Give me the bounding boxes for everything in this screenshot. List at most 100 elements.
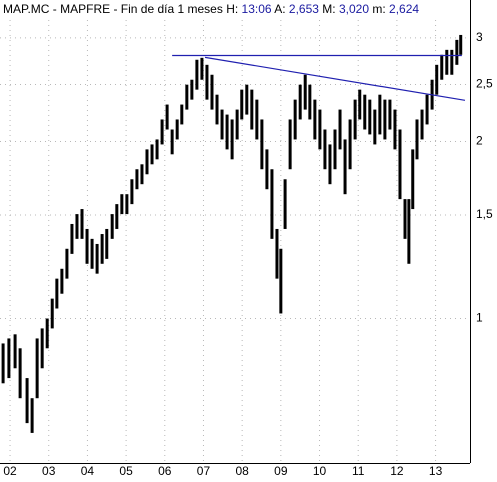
- price-bar: [358, 89, 362, 120]
- price-bar: [25, 378, 29, 424]
- price-bar: [225, 114, 229, 150]
- price-bar: [175, 119, 179, 140]
- price-bar: [318, 109, 322, 150]
- price-bar: [265, 149, 269, 190]
- price-bar: [459, 34, 463, 55]
- field-value: 2,653: [289, 2, 319, 16]
- price-bar: [65, 248, 69, 279]
- price-bar: [40, 328, 44, 369]
- price-bar: [95, 243, 99, 274]
- y-tick-label: 1,5: [476, 207, 493, 221]
- price-bar: [398, 129, 402, 200]
- x-tick-label: 11: [352, 464, 365, 478]
- price-bar: [115, 204, 119, 229]
- price-bar: [125, 194, 129, 215]
- field-label: H:: [226, 2, 238, 16]
- y-tick-label: 1: [476, 311, 483, 325]
- price-bar: [105, 228, 109, 259]
- price-bar: [343, 139, 347, 195]
- price-bar: [170, 129, 174, 155]
- price-bar: [245, 84, 249, 115]
- price-bar: [378, 94, 382, 135]
- header-bg: [0, 0, 470, 20]
- price-bar: [180, 104, 184, 125]
- price-bar: [445, 49, 449, 75]
- price-bar: [195, 59, 199, 90]
- price-bar: [338, 109, 342, 150]
- price-bar: [210, 74, 214, 110]
- x-tick-label: 06: [158, 464, 172, 478]
- x-tick-label: 07: [197, 464, 211, 478]
- price-bar: [298, 84, 302, 120]
- price-bar: [190, 79, 194, 100]
- header: MAP.MC - MAPFRE - Fin de día 1 meses H: …: [3, 2, 419, 16]
- price-bar: [90, 238, 94, 269]
- price-bar: [7, 338, 11, 379]
- price-bar: [388, 99, 392, 130]
- price-bar: [420, 109, 424, 140]
- price-bar: [308, 84, 312, 120]
- price-bar: [130, 179, 134, 205]
- price-bar: [260, 119, 264, 170]
- x-tick-label: 04: [81, 464, 95, 478]
- price-bar: [353, 99, 357, 140]
- price-bar: [140, 164, 144, 185]
- price-bar: [13, 334, 17, 369]
- price-bar: [275, 228, 279, 279]
- price-bar: [135, 169, 139, 190]
- price-bar: [30, 398, 34, 433]
- field-value: 2,624: [389, 2, 419, 16]
- price-bar: [440, 54, 444, 80]
- price-bar: [288, 119, 292, 170]
- price-bar: [75, 214, 79, 239]
- price-bar: [235, 109, 239, 140]
- price-bar: [383, 99, 387, 140]
- price-bar: [160, 119, 164, 145]
- price-bar: [279, 248, 283, 314]
- field-value: 3,020: [339, 2, 369, 16]
- price-bar: [455, 39, 459, 65]
- price-bar: [303, 74, 307, 110]
- price-bar: [411, 149, 415, 210]
- price-bar: [185, 84, 189, 110]
- price-bar: [333, 129, 337, 170]
- price-bar: [155, 139, 159, 160]
- x-tick-label: 13: [429, 464, 443, 478]
- price-bar: [60, 268, 64, 294]
- price-bar: [55, 278, 59, 309]
- price-bar: [240, 89, 244, 120]
- price-bar: [270, 169, 274, 239]
- field-label: m:: [372, 2, 385, 16]
- price-bar: [85, 228, 89, 264]
- price-bar: [205, 64, 209, 100]
- x-tick-label: 09: [274, 464, 288, 478]
- price-bar: [70, 223, 74, 254]
- x-tick-label: 10: [313, 464, 327, 478]
- price-bar: [313, 99, 317, 140]
- price-bar: [150, 144, 154, 165]
- price-bar: [415, 119, 419, 160]
- x-tick-label: 02: [3, 464, 17, 478]
- price-bar: [230, 119, 234, 160]
- x-tick-label: 12: [390, 464, 404, 478]
- chart-title: MAP.MC - MAPFRE - Fin de día 1 meses: [3, 2, 223, 16]
- price-bar: [100, 234, 104, 264]
- price-bar: [165, 104, 169, 130]
- price-bar: [120, 194, 124, 215]
- price-bar: [1, 343, 5, 384]
- price-bar: [220, 109, 224, 140]
- price-bar: [403, 199, 407, 239]
- price-bar: [45, 318, 49, 349]
- price-bar: [393, 109, 397, 150]
- price-bar: [328, 144, 332, 185]
- price-bar: [283, 179, 287, 229]
- price-bar: [450, 49, 454, 75]
- price-bar: [348, 119, 352, 170]
- x-tick-label: 03: [42, 464, 56, 478]
- price-bar: [425, 94, 429, 125]
- price-bar: [363, 94, 367, 130]
- price-bar: [407, 199, 411, 264]
- price-bar: [323, 129, 327, 170]
